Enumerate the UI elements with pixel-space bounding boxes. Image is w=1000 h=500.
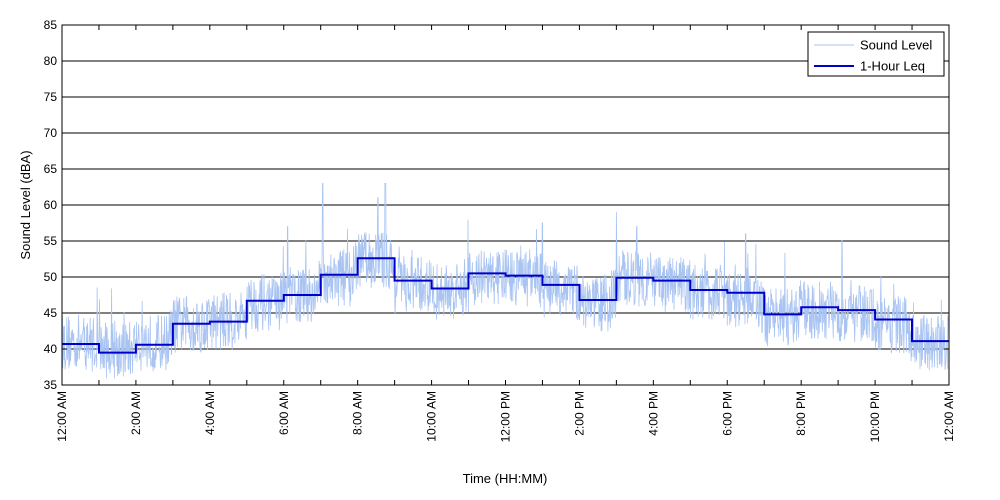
legend-label-1-hour-leq: 1-Hour Leq: [860, 59, 925, 74]
x-tick-label: 8:00 PM: [794, 391, 808, 436]
y-tick-label: 85: [44, 18, 58, 32]
x-tick-label: 6:00 AM: [277, 391, 291, 435]
y-tick-label: 50: [44, 270, 58, 284]
sound-level-line: [61, 182, 950, 379]
y-tick-label: 70: [44, 126, 58, 140]
x-tick-label: 2:00 AM: [129, 391, 143, 435]
leq-step-line: [62, 257, 949, 354]
x-tick-label: 10:00 PM: [868, 391, 882, 442]
x-axis-title: Time (HH:MM): [463, 471, 548, 486]
sound-level-series: [61, 182, 950, 379]
hourly-leq-series: [62, 257, 949, 354]
y-tick-label: 80: [44, 54, 58, 68]
x-tick-label: 12:00 AM: [942, 391, 956, 442]
y-axis-ticks: 35 40 45 50 55 60 65 70 75 80 85: [44, 18, 949, 392]
y-tick-label: 75: [44, 90, 58, 104]
y-tick-label: 65: [44, 162, 58, 176]
y-tick-label: 40: [44, 342, 58, 356]
x-tick-label: 10:00 AM: [425, 391, 439, 442]
legend-label-sound-level: Sound Level: [860, 38, 932, 53]
y-axis-title: Sound Level (dBA): [18, 150, 33, 259]
x-tick-label: 6:00 PM: [720, 391, 734, 436]
x-tick-label: 8:00 AM: [351, 391, 365, 435]
y-tick-label: 60: [44, 198, 58, 212]
x-tick-label: 12:00 PM: [499, 391, 513, 442]
x-tick-label: 2:00 PM: [572, 391, 586, 436]
x-tick-label: 12:00 AM: [55, 391, 69, 442]
y-tick-label: 55: [44, 234, 58, 248]
x-tick-label: 4:00 AM: [203, 391, 217, 435]
x-tick-label: 4:00 PM: [646, 391, 660, 436]
legend: Sound Level 1-Hour Leq: [807, 31, 945, 77]
legend-box: [807, 31, 945, 77]
x-axis-ticks: 12:00 AM 2:00 AM 4:00 AM 6:00 AM 8:00 AM 10:0…: [55, 25, 956, 442]
y-tick-label: 45: [44, 306, 58, 320]
y-tick-label: 35: [44, 378, 58, 392]
